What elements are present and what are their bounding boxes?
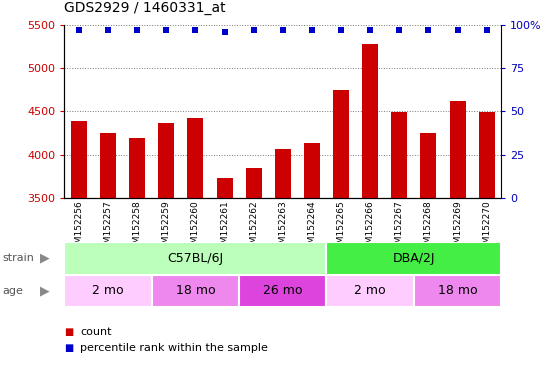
Text: 2 mo: 2 mo bbox=[92, 285, 124, 297]
Bar bbox=[64, 275, 152, 307]
Bar bbox=[239, 275, 326, 307]
Text: ▶: ▶ bbox=[40, 252, 50, 265]
Bar bbox=[217, 178, 232, 198]
Text: GSM152258: GSM152258 bbox=[133, 200, 142, 255]
Bar bbox=[304, 143, 320, 198]
Text: GSM152261: GSM152261 bbox=[220, 200, 229, 255]
Text: 2 mo: 2 mo bbox=[354, 285, 386, 297]
Text: GSM152268: GSM152268 bbox=[424, 200, 433, 255]
Text: ■: ■ bbox=[64, 343, 74, 353]
Bar bbox=[152, 275, 239, 307]
Text: 26 mo: 26 mo bbox=[263, 285, 302, 297]
Bar bbox=[326, 275, 414, 307]
Bar bbox=[391, 112, 407, 198]
Bar bbox=[129, 138, 145, 198]
Bar bbox=[275, 149, 291, 198]
Text: GSM152262: GSM152262 bbox=[249, 200, 258, 255]
Text: percentile rank within the sample: percentile rank within the sample bbox=[80, 343, 268, 353]
Bar bbox=[450, 101, 465, 198]
Text: GSM152259: GSM152259 bbox=[162, 200, 171, 255]
Bar bbox=[64, 198, 501, 250]
Bar bbox=[414, 275, 501, 307]
Text: strain: strain bbox=[3, 253, 35, 263]
Bar bbox=[421, 133, 436, 198]
Text: GSM152267: GSM152267 bbox=[395, 200, 404, 255]
Text: GSM152265: GSM152265 bbox=[337, 200, 346, 255]
Text: GSM152266: GSM152266 bbox=[366, 200, 375, 255]
Text: GSM152260: GSM152260 bbox=[191, 200, 200, 255]
Text: count: count bbox=[80, 327, 111, 337]
Text: GSM152256: GSM152256 bbox=[74, 200, 83, 255]
Text: 18 mo: 18 mo bbox=[176, 285, 215, 297]
Text: 18 mo: 18 mo bbox=[438, 285, 477, 297]
Bar bbox=[333, 90, 349, 198]
Bar bbox=[188, 118, 203, 198]
Text: GSM152269: GSM152269 bbox=[453, 200, 462, 255]
Bar bbox=[158, 124, 174, 198]
Bar bbox=[100, 133, 116, 198]
Text: GSM152270: GSM152270 bbox=[482, 200, 491, 255]
Text: ▶: ▶ bbox=[40, 285, 50, 297]
Bar bbox=[362, 44, 378, 198]
Bar bbox=[71, 121, 87, 198]
Text: C57BL/6J: C57BL/6J bbox=[167, 252, 223, 265]
Text: age: age bbox=[3, 286, 24, 296]
Text: GSM152264: GSM152264 bbox=[307, 200, 316, 255]
Text: GSM152257: GSM152257 bbox=[104, 200, 113, 255]
Text: GSM152263: GSM152263 bbox=[278, 200, 287, 255]
Text: ■: ■ bbox=[64, 327, 74, 337]
Bar bbox=[64, 242, 326, 275]
Bar bbox=[479, 112, 494, 198]
Bar bbox=[246, 167, 262, 198]
Text: GDS2929 / 1460331_at: GDS2929 / 1460331_at bbox=[64, 2, 226, 15]
Text: DBA/2J: DBA/2J bbox=[393, 252, 435, 265]
Bar bbox=[326, 242, 501, 275]
